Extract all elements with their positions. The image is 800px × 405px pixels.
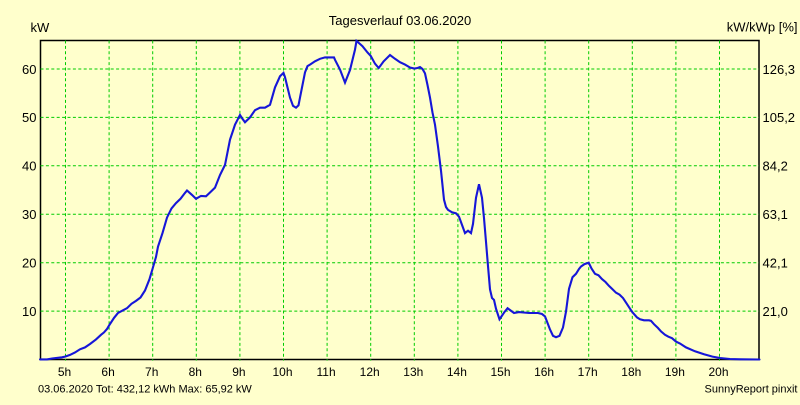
svg-text:9h: 9h [232, 365, 245, 379]
svg-text:kW: kW [31, 20, 51, 35]
svg-text:10h: 10h [272, 365, 292, 379]
svg-text:20: 20 [22, 256, 36, 271]
svg-text:15h: 15h [490, 365, 510, 379]
svg-text:13h: 13h [403, 365, 423, 379]
svg-text:17h: 17h [578, 365, 598, 379]
svg-text:6h: 6h [101, 365, 114, 379]
svg-text:7h: 7h [145, 365, 158, 379]
svg-text:16h: 16h [534, 365, 554, 379]
svg-text:18h: 18h [621, 365, 641, 379]
svg-text:63,1: 63,1 [763, 207, 788, 222]
svg-text:SunnyReport pinxit: SunnyReport pinxit [705, 384, 798, 396]
svg-text:40: 40 [22, 159, 36, 174]
svg-text:14h: 14h [447, 365, 467, 379]
svg-text:11h: 11h [317, 365, 336, 379]
svg-text:20h: 20h [708, 365, 728, 379]
svg-text:30: 30 [22, 207, 36, 222]
svg-text:105,2: 105,2 [763, 110, 796, 125]
svg-text:50: 50 [22, 110, 36, 125]
svg-text:126,3: 126,3 [763, 62, 796, 77]
svg-text:5h: 5h [58, 365, 71, 379]
svg-text:60: 60 [22, 62, 36, 77]
svg-text:8h: 8h [189, 365, 202, 379]
svg-text:kW/kWp [%]: kW/kWp [%] [727, 20, 798, 35]
svg-text:84,2: 84,2 [763, 159, 788, 174]
svg-text:21,0: 21,0 [763, 304, 788, 319]
svg-text:Tagesverlauf 03.06.2020: Tagesverlauf 03.06.2020 [329, 13, 471, 28]
svg-text:19h: 19h [665, 365, 685, 379]
svg-text:10: 10 [22, 304, 36, 319]
svg-text:42,1: 42,1 [763, 256, 788, 271]
svg-text:12h: 12h [360, 365, 380, 379]
svg-text:03.06.2020 Tot: 432,12 kWh Max: 03.06.2020 Tot: 432,12 kWh Max: 65,92 kW [38, 384, 252, 396]
